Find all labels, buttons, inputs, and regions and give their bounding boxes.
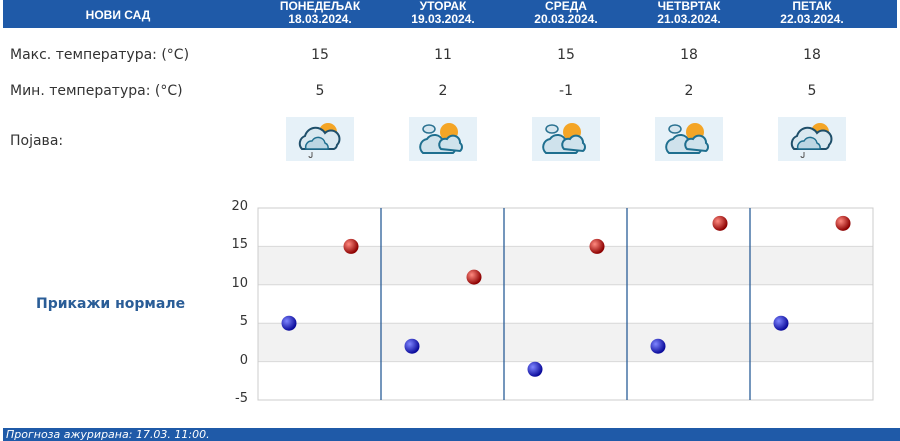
day-header: ПЕТАК 22.03.2024.: [752, 0, 872, 26]
max-temp-point: [835, 215, 851, 231]
min-temp-point: [404, 338, 420, 354]
max-temp-value: 15: [311, 47, 329, 63]
min-temp-point: [650, 338, 666, 354]
partly-cloudy-sun-icon: [409, 117, 477, 161]
day-name: УТОРАК: [419, 0, 467, 13]
day-date: 18.03.2024.: [288, 12, 352, 26]
min-temp-value: -1: [559, 83, 573, 99]
min-temp-point: [281, 315, 297, 331]
partly-cloudy-light-rain-icon: [286, 117, 354, 161]
phenomenon-label: Појава:: [10, 133, 64, 149]
day-date: 22.03.2024.: [780, 12, 844, 26]
y-tick-label: -5: [235, 391, 248, 406]
y-tick-label: 0: [239, 352, 248, 368]
day-name: ЧЕТВРТАК: [657, 0, 721, 13]
show-normals-link[interactable]: Прикажи нормале: [36, 296, 186, 312]
min-temp-value: 5: [807, 83, 817, 99]
max-temp-point: [712, 215, 728, 231]
min-temp-point: [773, 315, 789, 331]
day-date: 21.03.2024.: [657, 12, 721, 26]
city-name: НОВИ САД: [85, 8, 151, 22]
partly-cloudy-sun-icon: [532, 117, 600, 161]
max-temp-value: 18: [803, 47, 821, 63]
max-temp-point: [466, 269, 482, 285]
day-header: ЧЕТВРТАК 21.03.2024.: [629, 0, 749, 26]
max-temp-value: 18: [680, 47, 698, 63]
y-tick-label: 20: [231, 199, 248, 214]
max-temp-point: [343, 238, 359, 254]
max-temp-value: 15: [557, 47, 575, 63]
day-date: 20.03.2024.: [534, 12, 598, 26]
day-name: СРЕДА: [545, 0, 587, 13]
min-temp-value: 5: [315, 83, 325, 99]
min-temp-value: 2: [438, 83, 448, 99]
y-tick-label: 15: [231, 237, 248, 253]
day-header: УТОРАК 19.03.2024.: [383, 0, 503, 26]
min-temp-point: [527, 361, 543, 377]
max-temp-value: 11: [434, 47, 452, 63]
day-name: ПЕТАК: [792, 0, 832, 13]
partly-cloudy-light-rain-icon: [778, 117, 846, 161]
day-header: ПОНЕДЕЉАК 18.03.2024.: [260, 0, 380, 26]
partly-cloudy-sun-icon: [655, 117, 723, 161]
day-date: 19.03.2024.: [411, 12, 475, 26]
plot-border: [257, 207, 874, 401]
y-tick-label: 5: [239, 314, 248, 330]
max-temp-label: Макс. температура: (°C): [10, 47, 190, 63]
forecast-updated-footer: Прогноза ажурирана: 17.03. 11:00.: [3, 428, 900, 441]
min-temp-value: 2: [684, 83, 694, 99]
min-temp-label: Мин. температура: (°C): [10, 83, 183, 99]
forecast-header: НОВИ САД ПОНЕДЕЉАК 18.03.2024. УТОРАК 19.03…: [3, 0, 897, 28]
max-temp-point: [589, 238, 605, 254]
y-tick-label: 10: [231, 275, 248, 291]
day-header: СРЕДА 20.03.2024.: [506, 0, 626, 26]
chart-band: [258, 323, 873, 362]
day-name: ПОНЕДЕЉАК: [279, 0, 361, 13]
chart-band: [258, 246, 873, 285]
